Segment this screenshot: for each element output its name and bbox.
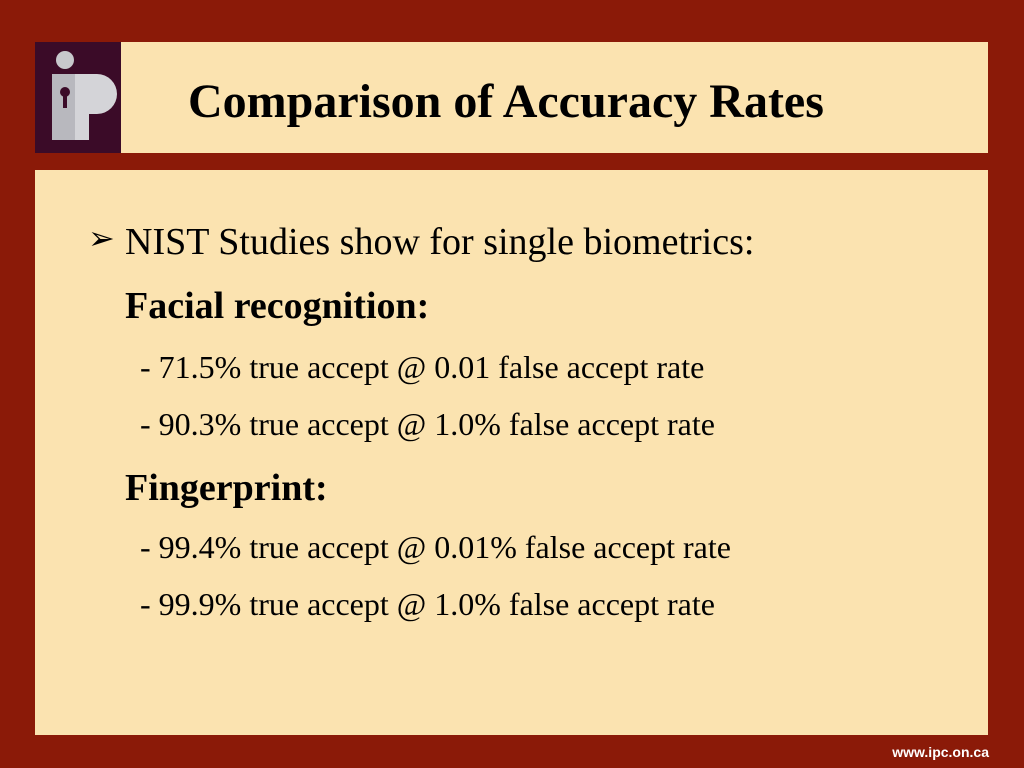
- section-item: - 71.5% true accept @ 0.01 false accept …: [140, 349, 705, 385]
- bullet-arrow: ➢: [88, 219, 115, 257]
- section-item: - 99.4% true accept @ 0.01% false accept…: [140, 529, 731, 565]
- footer: www.ipc.on.ca: [892, 744, 989, 760]
- title-box: [35, 42, 988, 153]
- section-item: - 99.9% true accept @ 1.0% false accept …: [140, 586, 715, 622]
- section-heading: Facial recognition:: [125, 285, 430, 327]
- logo: [35, 42, 121, 153]
- title: Comparison of Accuracy Rates: [188, 75, 824, 128]
- section-item: - 90.3% true accept @ 1.0% false accept …: [140, 406, 715, 442]
- bullet-text: NIST Studies show for single biometrics:: [125, 221, 755, 263]
- content-box: [35, 170, 988, 735]
- section-heading: Fingerprint:: [125, 467, 328, 509]
